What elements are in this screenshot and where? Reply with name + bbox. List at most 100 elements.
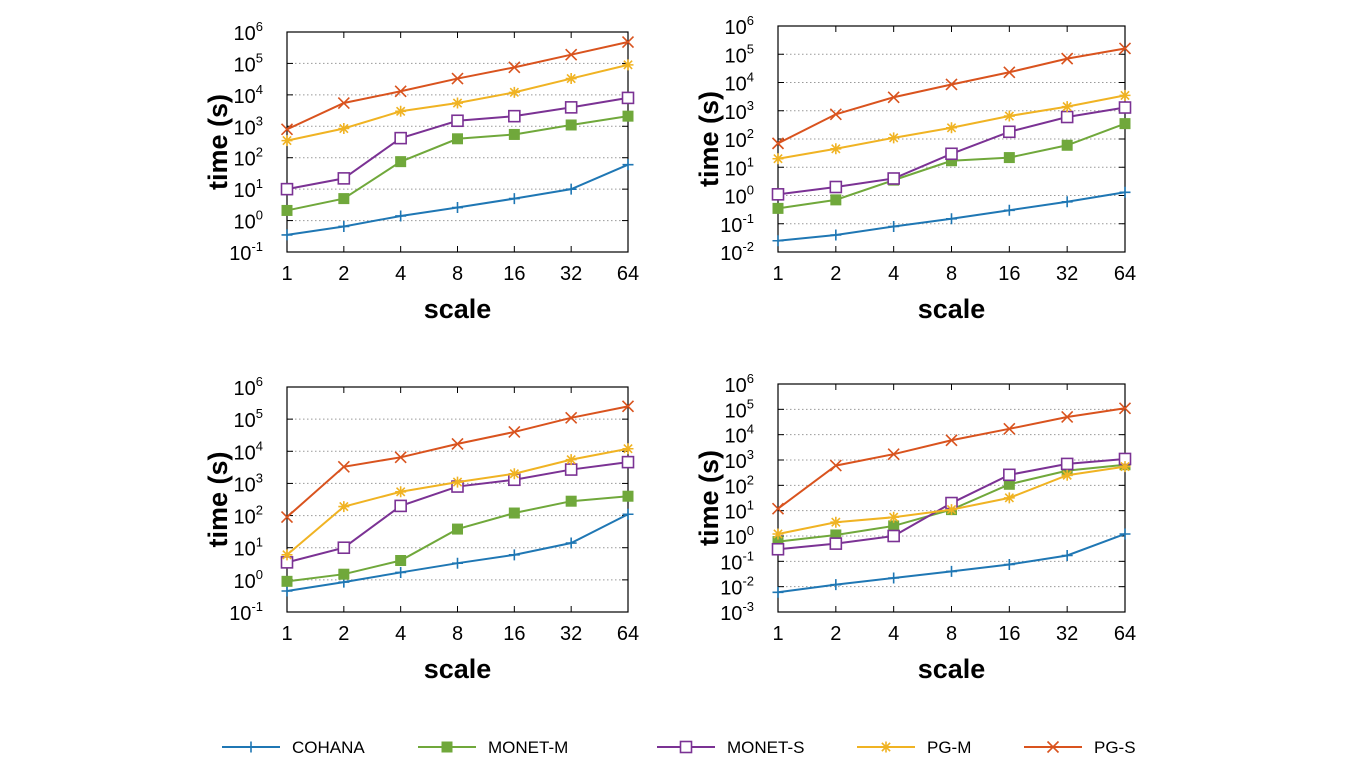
data-point [337,460,350,473]
data-point [508,109,521,123]
data-point [888,511,900,523]
data-point [1003,492,1015,504]
series-pg-m [281,59,634,147]
data-point [280,182,294,196]
legend-entry-cohana: COHANA [222,738,365,757]
legend-marker [1046,740,1060,754]
data-point [565,48,578,61]
y-tick-label: 103 [725,98,754,124]
chart-panel-1: 10-1 100 101 102 103 104 105 106 1 2 4 8 16 32 64 scale… [203,19,639,324]
y-tick-label: 104 [234,82,263,108]
x-tick-label: 64 [1114,263,1136,285]
y-axis-title: time (s) [203,451,233,547]
data-point [452,97,463,109]
data-point [945,147,958,161]
legend-entry-pg-m: PG-M [857,738,971,757]
data-point [772,586,784,598]
data-point [394,499,407,513]
data-point [452,476,463,488]
data-point [888,220,900,232]
data-point [394,85,407,98]
x-tick-label: 64 [617,263,639,285]
y-tick-label: 101 [234,535,263,561]
y-tick-label: 104 [234,438,263,464]
data-point [1003,110,1015,122]
data-point [830,143,842,155]
x-tick-label: 2 [338,623,349,645]
legend-label: MONET-M [488,738,568,757]
x-axis-title: scale [918,294,986,324]
x-axis-title: scale [424,654,492,684]
data-point [280,510,294,524]
x-tick-label: 1 [772,263,783,285]
series-cohana [772,186,1131,247]
data-point [1119,186,1131,198]
data-point [281,575,293,587]
data-point [395,105,407,117]
y-tick-label: 106 [725,371,754,397]
y-tick-label: 101 [234,176,263,202]
data-point [888,132,900,144]
legend-marker [245,741,257,753]
legend-entry-monet-s: MONET-S [657,738,804,757]
data-point [508,425,521,438]
y-tick-label: 103 [234,470,263,496]
data-point [830,529,842,541]
y-tick-label: 102 [234,145,263,171]
chart-panel-3: 10-1 100 101 102 103 104 105 106 1 2 4 8 16 32 64 scale… [203,374,639,684]
data-point [1003,204,1015,216]
x-tick-label: 2 [338,263,349,285]
x-tick-label: 8 [452,623,463,645]
y-tick-label: 106 [234,374,263,400]
data-point [338,501,350,513]
x-tick-label: 4 [888,263,899,285]
data-point [772,153,784,165]
legend-marker [679,740,693,754]
data-point [1003,152,1015,164]
x-tick-label: 8 [452,263,463,285]
y-tick-label: 100 [234,567,263,593]
y-tick-label: 106 [234,19,263,45]
data-point [565,411,578,424]
data-point [772,235,784,247]
data-point [829,537,843,550]
data-point [452,523,463,535]
data-point [621,91,635,105]
data-point [1003,478,1015,490]
data-point [508,128,520,140]
legend-label: COHANA [292,738,365,757]
y-tick-label: 100 [725,523,754,549]
series-pg-m [772,461,1131,540]
data-point [1119,118,1131,130]
series-cohana [281,508,634,597]
series-monet-m [281,490,634,587]
x-tick-label: 8 [946,623,957,645]
data-point [1061,549,1073,561]
data-point [395,566,407,578]
x-tick-label: 4 [395,623,406,645]
y-tick-label: 10-2 [720,574,754,600]
data-point [394,131,407,145]
data-point [565,183,577,195]
data-point [1118,101,1132,114]
data-point [1061,410,1074,424]
data-point [338,568,350,580]
data-point [337,96,350,110]
y-tick-label: 104 [725,422,754,448]
y-tick-label: 101 [725,498,754,524]
data-point [946,155,957,167]
data-point [452,202,463,214]
data-point [946,213,957,225]
x-tick-label: 4 [888,623,899,645]
data-point [772,536,784,548]
data-point [1061,139,1073,151]
data-point [564,101,578,114]
data-point [1118,402,1132,415]
data-point [281,549,293,561]
data-point [887,448,900,461]
data-point [395,156,407,168]
data-point [1003,125,1016,139]
data-point [1119,461,1131,473]
